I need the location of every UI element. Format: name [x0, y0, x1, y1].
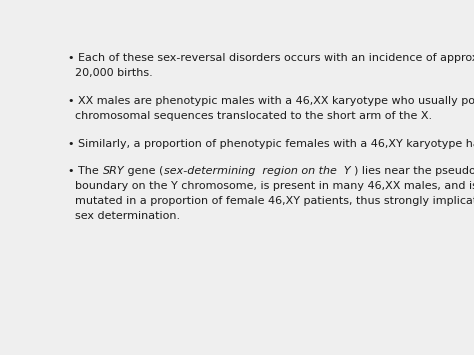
Text: • Each of these sex-reversal disorders occurs with an incidence of approximately: • Each of these sex-reversal disorders o…	[68, 53, 474, 63]
Text: 20,000 births.: 20,000 births.	[68, 68, 153, 78]
Text: • The: • The	[68, 166, 103, 176]
Text: boundary on the Y chromosome, is present in many 46,XX males, and is deleted or: boundary on the Y chromosome, is present…	[68, 181, 474, 191]
Text: chromosomal sequences translocated to the short arm of the X.: chromosomal sequences translocated to th…	[68, 111, 433, 121]
Text: ) lies near the pseudoautosomal: ) lies near the pseudoautosomal	[354, 166, 474, 176]
Text: mutated in a proportion of female 46,XY patients, thus strongly implicating: mutated in a proportion of female 46,XY …	[68, 196, 474, 206]
Text: • XX males are phenotypic males with a 46,XX karyotype who usually possess some : • XX males are phenotypic males with a 4…	[68, 96, 474, 106]
Text: SRY: SRY	[103, 166, 124, 176]
Text: • Similarly, a proportion of phenotypic females with a 46,XY karyotype have lost: • Similarly, a proportion of phenotypic …	[68, 139, 474, 149]
Text: sex-determining  region on the  Y: sex-determining region on the Y	[164, 166, 354, 176]
Text: gene (: gene (	[124, 166, 164, 176]
Text: sex determination.: sex determination.	[68, 211, 181, 221]
